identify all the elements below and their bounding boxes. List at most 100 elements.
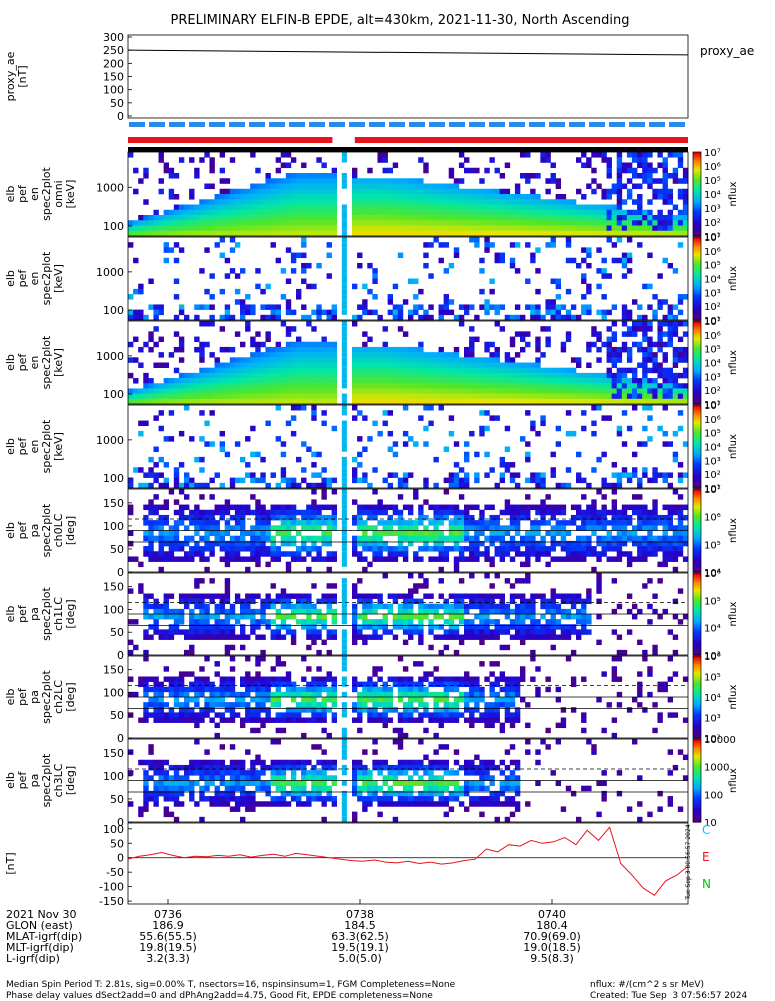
spectrogram-cell bbox=[535, 337, 540, 342]
spectrogram-cell bbox=[245, 326, 250, 331]
spectrogram-cell bbox=[607, 163, 612, 169]
spectrogram-cell bbox=[265, 220, 270, 226]
spectrogram-cell bbox=[449, 629, 454, 634]
spectrogram-cell bbox=[235, 242, 240, 247]
spectrogram-cell bbox=[652, 546, 657, 551]
spectrogram-cell bbox=[627, 210, 632, 216]
spectrogram-cell bbox=[143, 399, 148, 404]
spectrogram-cell bbox=[627, 609, 632, 614]
spectrogram-cell bbox=[510, 337, 515, 342]
spectrogram-cell bbox=[418, 205, 423, 211]
spectrogram-cell bbox=[255, 231, 260, 237]
spectrogram-cell bbox=[566, 331, 571, 336]
spectrogram-cell bbox=[367, 546, 372, 551]
spectrogram-cell bbox=[647, 226, 652, 232]
spectrogram-cell bbox=[673, 220, 678, 226]
spectrogram-cell bbox=[342, 478, 347, 483]
spectrogram-cell bbox=[301, 231, 306, 237]
spectrogram-cell bbox=[439, 399, 444, 404]
spectrogram-cell bbox=[327, 635, 332, 640]
spectrogram-cell bbox=[403, 556, 408, 561]
spectrogram-cell bbox=[510, 226, 515, 232]
spectrogram-cell bbox=[612, 378, 617, 383]
spectrogram-cell bbox=[622, 342, 627, 347]
spectrogram-cell bbox=[357, 551, 362, 556]
spectrogram-cell bbox=[657, 342, 662, 347]
spectrogram-cell bbox=[311, 184, 316, 190]
spectrogram-cell bbox=[500, 383, 505, 388]
spectrogram-cell bbox=[296, 551, 301, 556]
spectrogram-cell bbox=[668, 173, 673, 179]
spectrogram-cell bbox=[199, 619, 204, 624]
spectrogram-cell bbox=[169, 383, 174, 388]
spectrogram-cell bbox=[327, 342, 332, 347]
spectrogram-cell bbox=[571, 546, 576, 551]
spectrogram-cell bbox=[240, 505, 245, 510]
spectrogram-cell bbox=[286, 352, 291, 357]
spectrogram-cell bbox=[622, 410, 627, 415]
spectrogram-cell bbox=[673, 399, 678, 404]
spectrogram-cell bbox=[418, 619, 423, 624]
spectrogram-cell bbox=[418, 347, 423, 352]
spectrogram-cell bbox=[174, 368, 179, 373]
spectrogram-cell bbox=[189, 614, 194, 619]
spectrogram-cell bbox=[245, 194, 250, 200]
spectrogram-cell bbox=[668, 368, 673, 373]
spectrogram-cell bbox=[311, 383, 316, 388]
spectrogram-cell bbox=[189, 215, 194, 221]
spectrogram-cell bbox=[357, 520, 362, 525]
spectrogram-cell bbox=[388, 594, 393, 599]
spectrogram-cell bbox=[551, 452, 556, 457]
spectrogram-cell bbox=[286, 536, 291, 541]
spectrogram-cell bbox=[377, 594, 382, 599]
spectrogram-cell bbox=[433, 556, 438, 561]
spectrogram-cell bbox=[153, 210, 158, 216]
spectrogram-cell bbox=[265, 394, 270, 399]
spectrogram-cell bbox=[301, 556, 306, 561]
spectrogram-cell bbox=[245, 609, 250, 614]
spectrogram-cell bbox=[663, 321, 668, 326]
spectrogram-cell bbox=[474, 168, 479, 174]
spectrogram-cell bbox=[469, 205, 474, 211]
spectrogram-cell bbox=[316, 629, 321, 634]
spectrogram-cell bbox=[607, 546, 612, 551]
spectrogram-cell bbox=[403, 525, 408, 530]
spectrogram-cell bbox=[377, 431, 382, 436]
spectrogram-cell bbox=[342, 220, 347, 225]
spectrogram-cell bbox=[179, 556, 184, 561]
spectrogram-cell bbox=[540, 157, 545, 163]
spectrogram-cell bbox=[591, 405, 596, 410]
spectrogram-cell bbox=[342, 263, 347, 268]
spectrogram-cell bbox=[377, 635, 382, 640]
spectrogram-cell bbox=[500, 399, 505, 404]
spectrogram-cell bbox=[169, 189, 174, 195]
spectrogram-cell bbox=[271, 399, 276, 404]
spectrogram-cell bbox=[444, 205, 449, 211]
spectrogram-cell bbox=[489, 215, 494, 221]
spectrogram-cell bbox=[668, 520, 673, 525]
spectrogram-cell bbox=[321, 357, 326, 362]
spectrogram-cell bbox=[657, 426, 662, 431]
spectrogram-cell bbox=[296, 510, 301, 515]
spectrogram-cell bbox=[225, 510, 230, 515]
spectrogram-cell bbox=[291, 268, 296, 273]
spectrogram-cell bbox=[159, 220, 164, 226]
spectrogram-cell bbox=[464, 368, 469, 373]
spectrogram-cell bbox=[296, 352, 301, 357]
spectrogram-cell bbox=[566, 556, 571, 561]
spectrogram-cell bbox=[657, 515, 662, 520]
spectrogram-cell bbox=[683, 199, 688, 205]
spectrogram-cell bbox=[377, 363, 382, 368]
spectrogram-cell bbox=[367, 220, 372, 226]
spectrogram-cell bbox=[566, 399, 571, 404]
spectrogram-cell bbox=[393, 383, 398, 388]
spectrogram-cell bbox=[418, 315, 423, 320]
spectrogram-cell bbox=[179, 342, 184, 347]
spectrogram-cell bbox=[306, 399, 311, 404]
spectrogram-cell bbox=[459, 205, 464, 211]
spectrogram-cell bbox=[663, 173, 668, 179]
spectrogram-cell bbox=[433, 505, 438, 510]
spectrogram-cell bbox=[459, 304, 464, 309]
spectrogram-cell bbox=[469, 337, 474, 342]
spectrogram-cell bbox=[327, 310, 332, 315]
